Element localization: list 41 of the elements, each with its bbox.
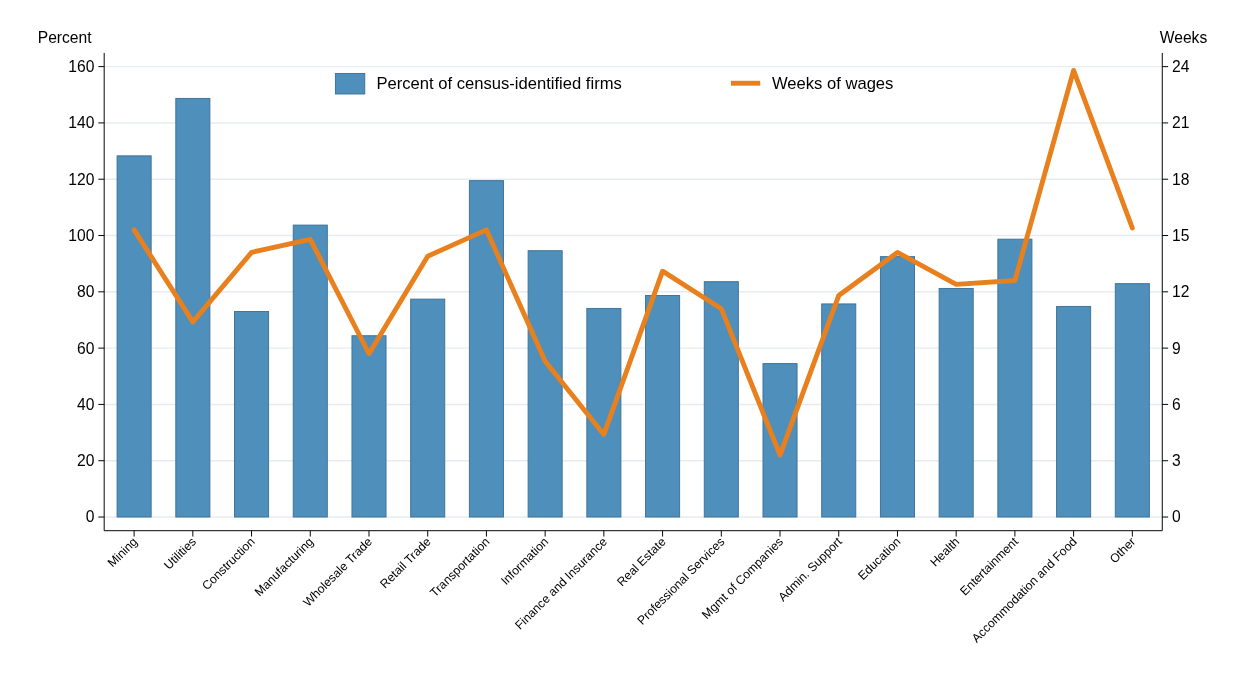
y-tick-label: 60 [77,339,95,357]
bar [938,287,974,518]
y-tick-label: 0 [85,508,95,526]
bar [175,97,211,518]
legend-label: Weeks of wages [771,74,894,94]
y-tick-label: 120 [68,170,95,188]
bar [997,238,1033,518]
y2-tick-label: 9 [1172,339,1181,357]
y2-tick-label: 0 [1172,508,1182,526]
bar [468,180,504,518]
y-tick-label: 80 [77,283,95,301]
bar [351,335,387,518]
y2-tick-label: 24 [1172,58,1190,76]
line-series [131,67,1135,458]
y2-tick-label: 12 [1172,283,1190,301]
y-tick-label: 160 [68,58,95,76]
bar [410,298,446,518]
y2-tick-label: 15 [1172,226,1190,244]
y2-tick-label: 3 [1172,452,1181,470]
bar [586,307,622,518]
bar [879,256,915,518]
y2-axis-title: Weeks [1159,29,1208,47]
bar [645,294,681,518]
bar [234,311,270,518]
bar [527,250,563,518]
bar [821,303,857,518]
bar [116,155,152,518]
y2-tick-label: 6 [1172,395,1181,413]
bar [1056,305,1092,518]
y-tick-label: 140 [68,114,95,132]
y-axis-title: Percent [37,29,93,47]
y2-tick-label: 21 [1172,114,1190,132]
y2-tick-label: 18 [1172,170,1190,188]
bar [762,363,798,518]
bar [1114,283,1150,518]
bar [703,281,739,518]
legend-label: Percent of census-identified firms [376,74,622,94]
y-tick-label: 20 [77,452,95,470]
y-tick-label: 100 [68,226,95,244]
y-tick-label: 40 [77,395,95,413]
bar [292,224,328,518]
